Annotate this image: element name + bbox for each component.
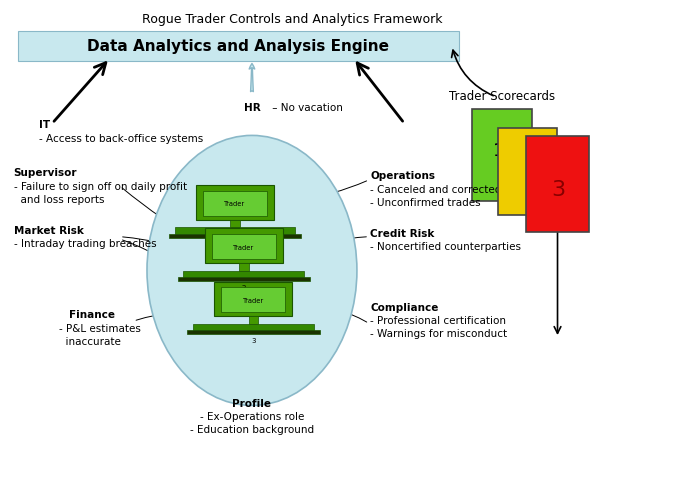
Text: - Unconfirmed trades: - Unconfirmed trades	[371, 198, 481, 208]
Text: inaccurate: inaccurate	[59, 336, 121, 346]
Text: - Education background: - Education background	[190, 424, 314, 434]
Text: 2: 2	[525, 167, 537, 185]
Text: - Warnings for misconduct: - Warnings for misconduct	[371, 329, 507, 339]
Text: 3: 3	[551, 179, 566, 199]
Ellipse shape	[147, 136, 357, 406]
Text: Finance: Finance	[69, 309, 115, 319]
Text: - Access to back-office systems: - Access to back-office systems	[39, 133, 203, 143]
FancyBboxPatch shape	[18, 32, 458, 61]
Bar	[184, 271, 304, 277]
Text: Credit Risk: Credit Risk	[371, 228, 435, 239]
FancyBboxPatch shape	[222, 287, 285, 313]
Text: 1: 1	[233, 241, 237, 247]
Text: Compliance: Compliance	[371, 302, 439, 312]
Text: Data Analytics and Analysis Engine: Data Analytics and Analysis Engine	[88, 39, 390, 54]
Text: Operations: Operations	[371, 171, 435, 181]
Bar	[175, 228, 295, 234]
Text: 3: 3	[251, 337, 256, 343]
Bar	[169, 234, 301, 238]
FancyBboxPatch shape	[203, 191, 267, 216]
FancyBboxPatch shape	[472, 110, 532, 201]
Bar	[239, 264, 248, 271]
Text: Rogue Trader Controls and Analytics Framework: Rogue Trader Controls and Analytics Fram…	[142, 14, 443, 27]
Text: and loss reports: and loss reports	[14, 195, 104, 205]
Text: - Noncertified counterparties: - Noncertified counterparties	[371, 242, 522, 252]
FancyBboxPatch shape	[214, 282, 292, 317]
Text: – No vacation: – No vacation	[269, 103, 343, 112]
Text: Trader: Trader	[233, 244, 254, 250]
FancyBboxPatch shape	[196, 186, 274, 220]
FancyBboxPatch shape	[205, 229, 283, 264]
Text: Supervisor: Supervisor	[14, 167, 77, 178]
Text: - Failure to sign off on daily profit: - Failure to sign off on daily profit	[14, 182, 187, 192]
Bar	[187, 331, 320, 334]
Text: Market Risk: Market Risk	[14, 225, 84, 235]
Text: 2: 2	[241, 284, 246, 290]
Text: IT: IT	[39, 119, 50, 129]
Text: 1: 1	[493, 142, 505, 160]
Text: - Professional certification: - Professional certification	[371, 316, 507, 326]
FancyBboxPatch shape	[212, 235, 276, 259]
Text: - Canceled and corrected trades: - Canceled and corrected trades	[371, 185, 539, 195]
Bar	[177, 277, 310, 282]
Text: Trader: Trader	[243, 297, 264, 303]
Bar	[231, 220, 240, 228]
Text: - Ex-Operations role: - Ex-Operations role	[200, 411, 304, 422]
FancyBboxPatch shape	[526, 136, 589, 232]
Bar	[249, 317, 258, 324]
Text: - Intraday trading breaches: - Intraday trading breaches	[14, 239, 156, 249]
FancyBboxPatch shape	[498, 129, 558, 215]
Bar	[193, 324, 313, 331]
Text: Profile: Profile	[233, 398, 271, 408]
Text: HR: HR	[243, 103, 260, 112]
Text: Trader Scorecards: Trader Scorecards	[449, 90, 555, 103]
Text: - P&L estimates: - P&L estimates	[59, 323, 141, 333]
Text: Trader: Trader	[224, 201, 245, 207]
